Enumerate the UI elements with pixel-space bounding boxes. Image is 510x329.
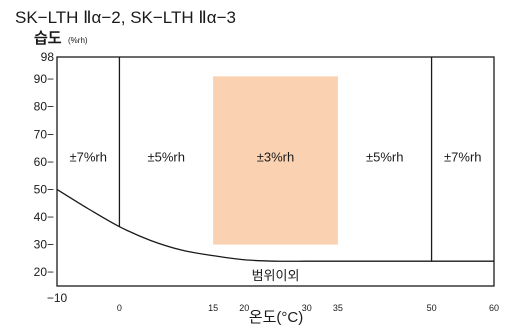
zone-label: ±3%rh [257,149,294,164]
y-tick-label: 98 [41,50,55,64]
y-tick-label: 70− [34,127,54,141]
zone-label: ±5%rh [366,149,403,164]
y-tick-label: 20− [34,265,54,279]
y-tick-label: 60− [34,155,54,169]
lower-limit-curve [56,188,494,262]
y-tick-label: 50− [34,182,54,196]
zone-label: ±7%rh [69,149,106,164]
y-tick-label: 80− [34,100,54,114]
x-tick-label: 20 [239,303,249,313]
x-tick-label: 50 [427,303,437,313]
y-tick-label: 30− [34,238,54,252]
x-tick-label: 0 [117,303,122,313]
x-tick-label: 35 [333,303,343,313]
x-axis-label: 온도(°C) [249,309,303,326]
zone-label: ±7%rh [444,149,481,164]
x-tick-label: 60 [489,303,499,313]
chart-title: SK−LTH Ⅱα−2, SK−LTH Ⅱα−3 [15,8,236,27]
y-tick-label: 90− [34,72,54,86]
zone-label: ±5%rh [148,149,185,164]
y-axis-unit: (%rh) [68,36,88,45]
plot-frame [56,56,495,287]
x-tick-label: −10 [47,291,68,305]
highlight-region-3rh [213,76,338,245]
y-axis-label: 습도 [34,30,62,47]
zone-label: 범위이외 [252,268,300,283]
y-tick-label: 40− [34,210,54,224]
x-tick-label: 30 [302,303,312,313]
x-tick-label: 15 [208,303,218,313]
